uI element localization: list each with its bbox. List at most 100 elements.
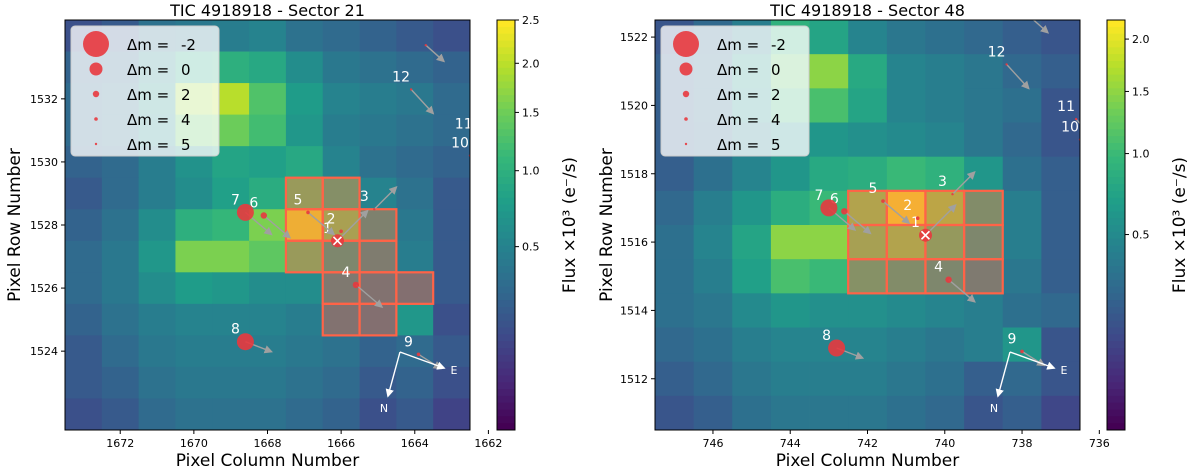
colorbar-segment xyxy=(497,40,515,48)
heatmap-cell xyxy=(175,398,213,431)
x-tick-label: 742 xyxy=(857,437,878,450)
colorbar-segment xyxy=(1107,245,1125,253)
heatmap-cell xyxy=(249,20,287,52)
heatmap-cell xyxy=(693,293,733,328)
colorbar-segment xyxy=(1107,218,1125,226)
colorbar-segment xyxy=(497,67,515,76)
heatmap-cell xyxy=(249,83,287,116)
heatmap-cell xyxy=(848,20,888,55)
heatmap-cell xyxy=(693,190,733,226)
colorbar-segment xyxy=(1107,102,1125,110)
heatmap-cell xyxy=(249,114,287,147)
proper-motion-arrow xyxy=(1032,20,1050,34)
y-axis: 1512 1514 1516 1518 1520 1522 Pixel Row Number xyxy=(597,31,655,386)
heatmap-cell xyxy=(809,88,849,123)
colorbar-segment xyxy=(497,170,515,178)
y-tick-label: 1524 xyxy=(30,345,58,358)
colorbar-segment xyxy=(1107,143,1125,151)
heatmap-cell xyxy=(1002,361,1042,397)
legend-label: Δm = xyxy=(127,86,169,104)
colorbar-segment xyxy=(497,211,515,219)
heatmap-cell xyxy=(396,398,434,431)
legend-label: Δm = xyxy=(127,36,169,54)
star-label: 7 xyxy=(814,188,823,204)
heatmap-cell xyxy=(925,20,965,55)
heatmap-cell xyxy=(65,366,103,399)
colorbar-segment xyxy=(497,108,515,117)
heatmap-cell xyxy=(1041,20,1081,55)
heatmap-cell xyxy=(359,335,397,368)
colorbar-tick-label: 2.5 xyxy=(522,14,540,27)
legend-value: 2 xyxy=(771,86,781,104)
colorbar-segment xyxy=(1107,163,1125,171)
y-axis: 1524 1526 1528 1530 1532 Pixel Row Number xyxy=(5,93,65,358)
colorbar-segment xyxy=(1107,67,1125,76)
star-marker xyxy=(373,208,376,211)
heatmap-cell xyxy=(322,51,360,84)
heatmap-cell xyxy=(212,272,250,305)
heatmap-cell xyxy=(1002,259,1042,294)
colorbar-segment xyxy=(497,47,515,55)
x-tick-label: 1670 xyxy=(180,437,208,450)
colorbar-segment xyxy=(497,272,515,281)
colorbar-segment xyxy=(497,293,515,301)
colorbar-segment xyxy=(497,423,515,431)
heatmap-cell xyxy=(1002,88,1042,123)
legend: Δm = -2 Δm = 0 Δm = 2 Δm = 4 Δm = 5 xyxy=(70,25,220,157)
heatmap-cell xyxy=(925,54,965,89)
heatmap-cell xyxy=(732,259,772,294)
colorbar-segment xyxy=(1107,149,1125,158)
star-marker xyxy=(236,203,254,221)
legend-label: Δm = xyxy=(717,36,759,54)
colorbar-segment xyxy=(497,375,515,383)
heatmap-cell xyxy=(848,122,888,158)
heatmap-cell xyxy=(101,272,140,305)
heatmap-cell xyxy=(693,259,733,294)
star-marker xyxy=(945,276,952,283)
aperture-pixel xyxy=(962,258,1004,295)
colorbar-tick-label: 1.5 xyxy=(1132,85,1150,98)
heatmap-cell xyxy=(1002,122,1042,158)
star-marker xyxy=(881,199,885,203)
heatmap-cell xyxy=(285,335,324,368)
colorbar-segment xyxy=(1107,320,1125,328)
heatmap-cell xyxy=(1041,395,1081,431)
proper-motion-arrow xyxy=(925,204,957,236)
heatmap-cell xyxy=(770,225,810,260)
aperture-pixel xyxy=(847,258,888,295)
star-marker xyxy=(1029,15,1031,17)
heatmap-cell xyxy=(732,156,772,192)
heatmap-cell xyxy=(886,225,926,260)
heatmap-cell xyxy=(249,146,287,179)
heatmap-cell xyxy=(848,395,888,431)
colorbar-frame xyxy=(1106,19,1126,431)
heatmap-cell xyxy=(359,146,397,179)
colorbar-segment xyxy=(1107,238,1125,246)
proper-motion-arrow xyxy=(469,155,470,157)
star-label: 3 xyxy=(938,174,947,190)
star-label: 3 xyxy=(360,189,369,205)
colorbar-segment xyxy=(497,348,515,356)
colorbar-segment xyxy=(497,129,515,137)
colorbar-segment xyxy=(497,402,515,410)
heatmap-cell xyxy=(212,398,250,431)
heatmap-cell xyxy=(770,190,810,226)
heatmap-cell xyxy=(65,303,103,336)
colorbar-segment xyxy=(497,149,515,158)
colorbar-segment xyxy=(1107,334,1125,342)
heatmap-cell xyxy=(249,51,287,84)
heatmap-cell xyxy=(433,366,471,399)
colorbar-segment xyxy=(1107,416,1125,424)
y-tick-label: 1512 xyxy=(620,373,648,386)
heatmap-cell xyxy=(322,177,360,210)
star-label: 12 xyxy=(988,44,1006,60)
heatmap-cell xyxy=(964,54,1004,89)
colorbar-segment xyxy=(497,184,515,192)
legend-value: 5 xyxy=(771,136,781,154)
heatmap-cell xyxy=(322,114,360,147)
heatmap-cell xyxy=(655,225,695,260)
legend: Δm = -2 Δm = 0 Δm = 2 Δm = 4 Δm = 5 xyxy=(660,25,810,157)
aperture-pixel xyxy=(358,271,398,305)
